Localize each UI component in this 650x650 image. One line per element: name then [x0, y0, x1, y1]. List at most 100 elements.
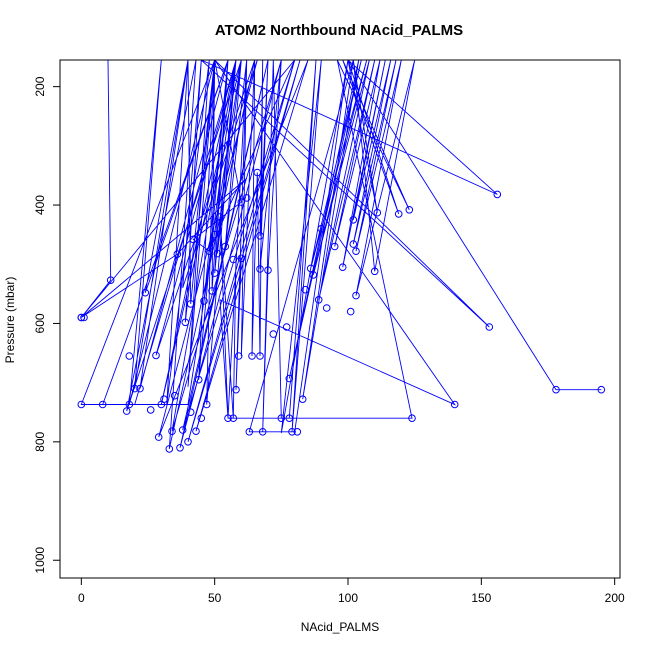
- data-point: [192, 427, 200, 436]
- data-point: [352, 247, 360, 255]
- y-tick-label: 600: [33, 313, 47, 333]
- data-point: [370, 267, 379, 276]
- x-tick-label: 150: [471, 591, 491, 605]
- y-tick-label: 800: [33, 432, 47, 452]
- data-point: [256, 352, 264, 360]
- data-point: [224, 414, 232, 423]
- data-point: [405, 206, 414, 214]
- data-point: [181, 318, 190, 327]
- data-point: [184, 438, 192, 446]
- data-point: [298, 395, 307, 404]
- data-point: [237, 198, 246, 206]
- data-point: [152, 351, 160, 360]
- data-point: [493, 190, 502, 199]
- data-point: [314, 296, 323, 304]
- data-point: [245, 428, 254, 436]
- data-point: [202, 400, 211, 409]
- points-layer: [77, 168, 606, 453]
- data-point: [349, 216, 358, 224]
- data-point: [154, 433, 163, 441]
- data-point: [352, 291, 360, 300]
- data-point: [229, 255, 238, 264]
- x-tick-label: 100: [338, 591, 358, 605]
- data-point: [200, 297, 208, 305]
- data-point: [194, 375, 203, 384]
- y-tick-label: 200: [33, 76, 47, 96]
- data-point: [277, 414, 286, 423]
- data-point: [210, 269, 219, 277]
- data-point: [597, 385, 606, 394]
- x-axis: 0 50 100 150 200: [78, 577, 625, 605]
- data-point: [178, 426, 187, 434]
- data-point: [285, 414, 294, 423]
- data-point: [242, 194, 251, 202]
- data-point: [168, 427, 176, 436]
- data-point: [77, 400, 86, 409]
- data-point: [309, 271, 318, 279]
- chart-title: ATOM2 Northbound NAcid_PALMS: [215, 22, 463, 39]
- y-axis-label: Pressure (mbar): [3, 277, 17, 364]
- data-point: [232, 385, 240, 394]
- data-point: [256, 265, 264, 273]
- data-point: [80, 313, 88, 322]
- data-point: [293, 428, 302, 436]
- data-point: [125, 400, 134, 409]
- data-point: [186, 408, 195, 417]
- data-point: [485, 323, 494, 331]
- data-point: [269, 330, 278, 338]
- data-point: [208, 287, 216, 295]
- data-point: [77, 313, 86, 322]
- data-point: [288, 428, 296, 436]
- data-point: [141, 288, 150, 297]
- data-point: [322, 304, 331, 312]
- data-point: [317, 224, 326, 233]
- data-point: [373, 208, 382, 217]
- x-tick-label: 50: [208, 591, 222, 605]
- data-point: [186, 300, 195, 308]
- data-point: [330, 242, 339, 251]
- data-point: [282, 323, 291, 331]
- data-point: [349, 240, 358, 248]
- x-axis-label: NAcid_PALMS: [301, 620, 379, 634]
- data-point: [450, 400, 459, 409]
- data-point: [130, 384, 139, 393]
- data-point: [338, 263, 347, 272]
- data-point: [136, 384, 144, 393]
- data-point: [256, 232, 264, 240]
- data-point: [170, 391, 179, 400]
- series-layer: [80, 60, 602, 449]
- y-tick-label: 400: [33, 195, 47, 215]
- data-point: [346, 307, 355, 316]
- data-point: [146, 406, 155, 414]
- y-tick-label: 1000: [33, 547, 47, 574]
- data-point: [248, 352, 256, 360]
- data-point: [285, 374, 294, 383]
- series-line-1: [80, 60, 602, 449]
- data-point: [160, 395, 168, 404]
- data-point: [106, 276, 115, 285]
- data-point: [173, 250, 182, 258]
- y-axis: 200 400 600 800 1000: [33, 76, 61, 574]
- data-point: [234, 352, 243, 360]
- data-point: [165, 445, 174, 453]
- data-point: [264, 266, 272, 275]
- data-point: [197, 414, 206, 423]
- data-point: [213, 249, 222, 258]
- data-point: [301, 285, 310, 294]
- data-point: [552, 385, 560, 394]
- data-point: [408, 414, 416, 423]
- x-tick-label: 0: [78, 591, 85, 605]
- data-point: [176, 444, 184, 452]
- data-point: [394, 210, 403, 218]
- data-point: [210, 230, 219, 239]
- data-point: [237, 254, 246, 263]
- data-point: [216, 213, 224, 221]
- data-point: [306, 264, 315, 273]
- plot-frame: [59, 59, 621, 579]
- data-point: [189, 235, 198, 244]
- data-point: [258, 428, 267, 436]
- data-point: [98, 400, 107, 409]
- data-point: [229, 414, 238, 423]
- data-point: [253, 168, 262, 177]
